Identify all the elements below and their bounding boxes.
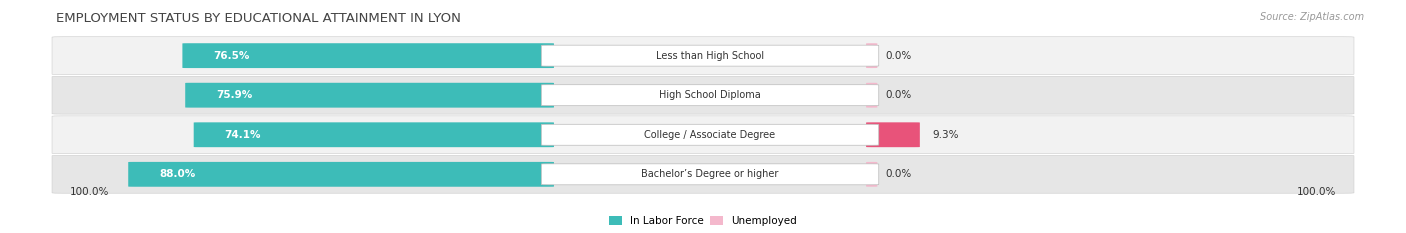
Text: 88.0%: 88.0% <box>159 169 195 179</box>
FancyBboxPatch shape <box>52 116 1354 154</box>
Text: High School Diploma: High School Diploma <box>659 90 761 100</box>
FancyBboxPatch shape <box>183 43 554 68</box>
FancyBboxPatch shape <box>866 43 877 68</box>
Text: 76.5%: 76.5% <box>214 51 250 61</box>
Text: 9.3%: 9.3% <box>932 130 959 140</box>
Text: 0.0%: 0.0% <box>886 90 912 100</box>
Text: College / Associate Degree: College / Associate Degree <box>644 130 776 140</box>
Text: EMPLOYMENT STATUS BY EDUCATIONAL ATTAINMENT IN LYON: EMPLOYMENT STATUS BY EDUCATIONAL ATTAINM… <box>56 12 461 25</box>
Text: Less than High School: Less than High School <box>657 51 763 61</box>
FancyBboxPatch shape <box>541 124 879 145</box>
FancyBboxPatch shape <box>866 83 877 108</box>
Text: 100.0%: 100.0% <box>1296 187 1336 197</box>
Text: 74.1%: 74.1% <box>225 130 262 140</box>
FancyBboxPatch shape <box>541 45 879 66</box>
FancyBboxPatch shape <box>52 37 1354 75</box>
FancyBboxPatch shape <box>186 83 554 108</box>
FancyBboxPatch shape <box>128 162 554 187</box>
Text: 100.0%: 100.0% <box>70 187 110 197</box>
Text: 75.9%: 75.9% <box>217 90 253 100</box>
FancyBboxPatch shape <box>194 122 554 147</box>
Text: Bachelor’s Degree or higher: Bachelor’s Degree or higher <box>641 169 779 179</box>
FancyBboxPatch shape <box>541 85 879 106</box>
Text: 0.0%: 0.0% <box>886 51 912 61</box>
Legend: In Labor Force, Unemployed: In Labor Force, Unemployed <box>605 212 801 230</box>
FancyBboxPatch shape <box>52 76 1354 114</box>
FancyBboxPatch shape <box>541 164 879 185</box>
FancyBboxPatch shape <box>866 122 920 147</box>
FancyBboxPatch shape <box>52 155 1354 193</box>
FancyBboxPatch shape <box>866 162 877 187</box>
Text: 0.0%: 0.0% <box>886 169 912 179</box>
Text: Source: ZipAtlas.com: Source: ZipAtlas.com <box>1260 12 1364 22</box>
